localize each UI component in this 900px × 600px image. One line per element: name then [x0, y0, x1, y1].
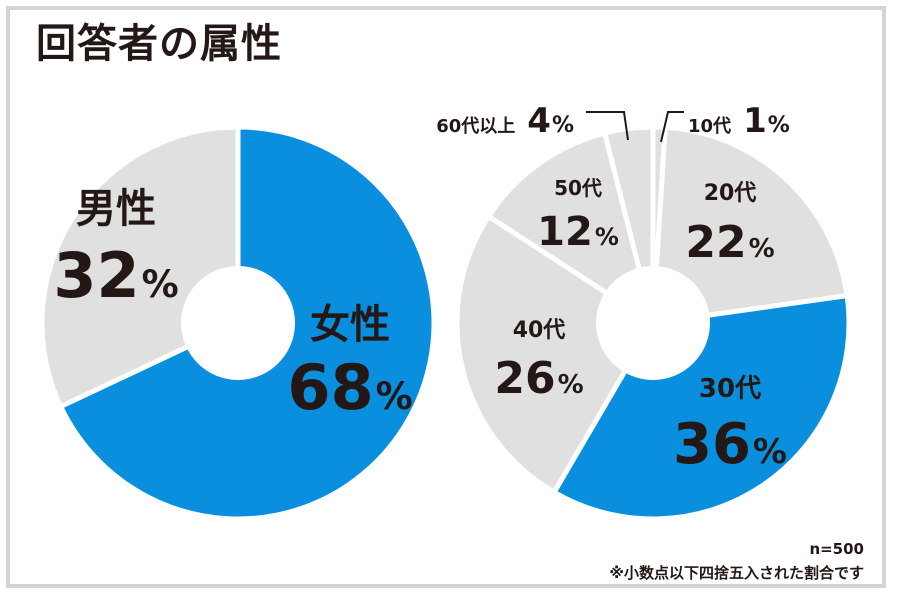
age-pie: 20代 22% 30代 36% 40代 26% 50代 12% 10代 1% 60代以上 4% — [436, 101, 852, 522]
value-number-0: 68 — [287, 351, 373, 424]
outside-label-5: 60代以上 4% — [436, 101, 574, 141]
value-number-5: 4 — [527, 101, 551, 141]
value-unit-1: % — [142, 263, 179, 306]
sample-size: n=500 — [809, 540, 864, 558]
pie-slice-4 — [485, 130, 657, 329]
value-unit-5: % — [552, 113, 574, 138]
value-unit-0: % — [768, 113, 790, 138]
value-label-2: 36% — [673, 412, 787, 477]
value-unit-2: % — [753, 432, 787, 472]
leader-line-0 — [660, 111, 684, 143]
donut-hole — [181, 266, 295, 380]
pie-slice-1 — [650, 124, 850, 326]
category-label-3: 40代 — [513, 318, 566, 343]
value-number-3: 26 — [494, 353, 555, 404]
leader-line-5 — [586, 111, 629, 141]
value-number-1: 22 — [685, 217, 746, 268]
value-label-0: 68% — [287, 351, 412, 424]
category-label-1: 男性 — [76, 186, 156, 232]
value-number-4: 12 — [537, 209, 593, 255]
rounding-note: ※小数点以下四捨五入された割合です — [609, 564, 864, 582]
value-unit-0: % — [376, 375, 413, 418]
value-unit-1: % — [749, 234, 775, 264]
outside-label-0: 10代 1% — [688, 101, 790, 141]
value-number-2: 36 — [673, 412, 751, 477]
category-label-2: 30代 — [699, 374, 761, 404]
pie-slice-3 — [454, 212, 657, 496]
category-label-1: 20代 — [704, 181, 757, 206]
value-label-4: 12% — [537, 209, 619, 255]
value-number-1: 32 — [53, 239, 139, 312]
category-label-4: 50代 — [554, 176, 602, 200]
category-label-5: 60代以上 — [436, 116, 515, 137]
value-unit-4: % — [595, 223, 619, 251]
value-number-0: 1 — [743, 101, 767, 141]
value-unit-3: % — [558, 370, 584, 400]
donut-hole — [596, 266, 710, 380]
value-label-1: 32% — [53, 239, 178, 312]
chart-title: 回答者の属性 — [36, 21, 282, 67]
category-label-0: 女性 — [310, 302, 390, 348]
pie-slice-2 — [550, 292, 852, 522]
category-label-0: 10代 — [688, 116, 731, 137]
value-label-1: 22% — [685, 217, 774, 268]
value-label-3: 26% — [494, 353, 583, 404]
